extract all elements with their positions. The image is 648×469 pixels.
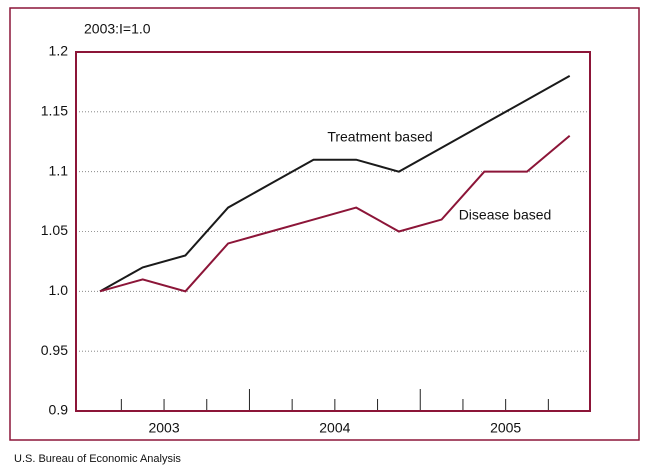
x-year-label: 2003 bbox=[148, 420, 179, 436]
series-line bbox=[99, 135, 571, 293]
y-tick-label: 0.9 bbox=[49, 402, 69, 418]
y-tick-label: 1.2 bbox=[49, 43, 69, 59]
series-line bbox=[99, 75, 571, 293]
y-tick-label: 1.15 bbox=[41, 103, 68, 119]
y-tick-label: 1.1 bbox=[49, 162, 69, 178]
outer-frame bbox=[9, 7, 640, 441]
y-tick-label: 1.0 bbox=[49, 282, 69, 298]
unit-label: 2003:I=1.0 bbox=[84, 21, 151, 37]
x-year-label: 2004 bbox=[319, 420, 350, 436]
source: U.S. Bureau of Economic Analysis bbox=[14, 453, 181, 465]
series-annotation: Disease based bbox=[459, 207, 552, 223]
series-annotation: Treatment based bbox=[327, 129, 432, 145]
y-tick-label: 0.95 bbox=[41, 342, 68, 358]
plot-frame bbox=[75, 51, 591, 412]
x-year-label: 2005 bbox=[490, 420, 521, 436]
y-tick-label: 1.05 bbox=[41, 222, 68, 238]
